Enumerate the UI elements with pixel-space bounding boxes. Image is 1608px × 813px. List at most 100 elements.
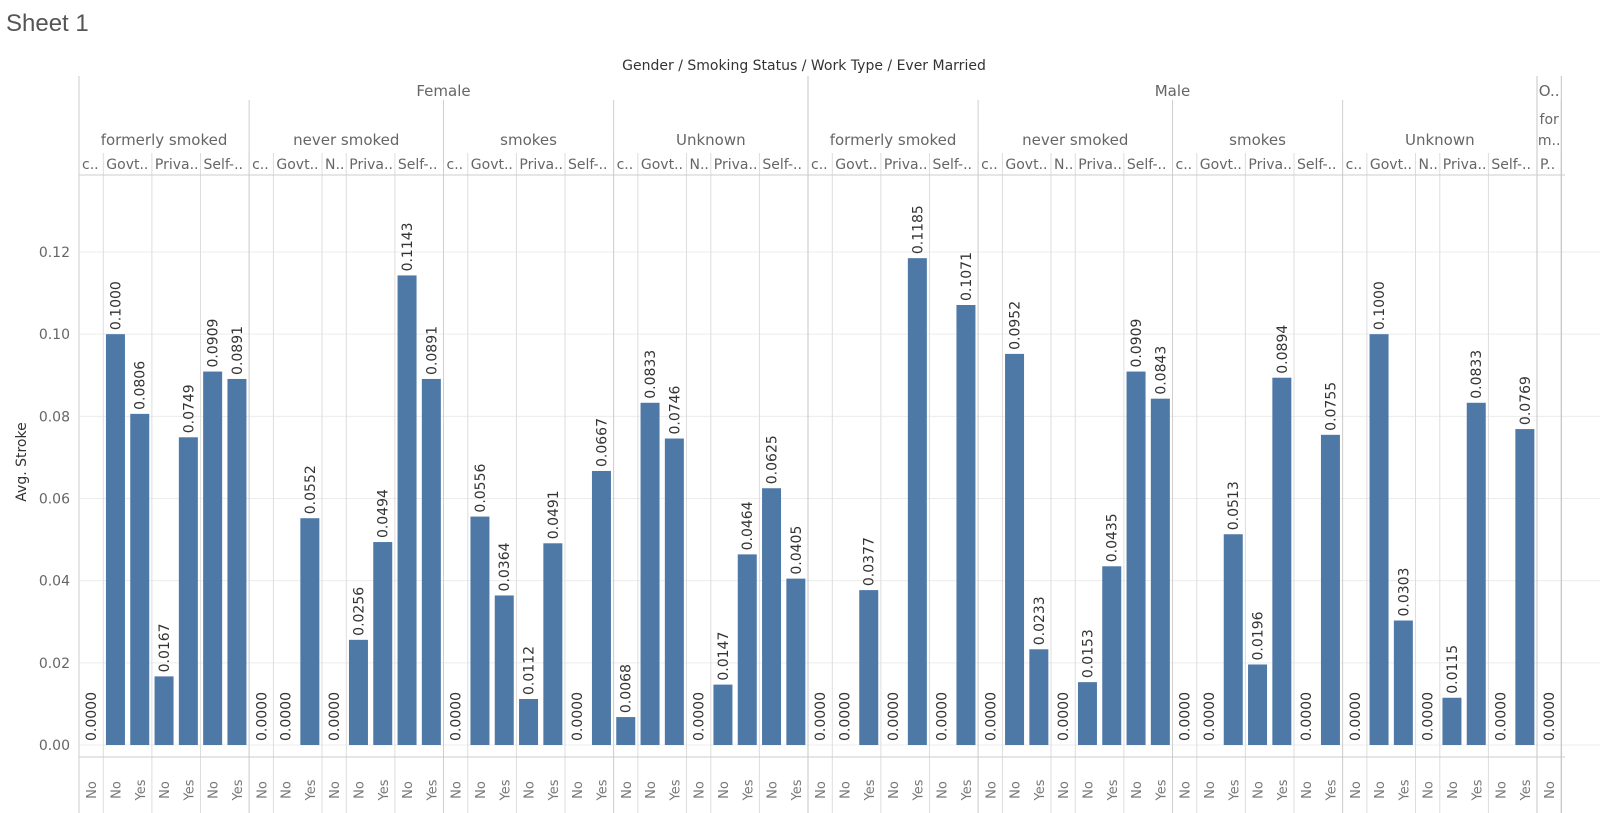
data-label: 0.0000 xyxy=(1299,692,1315,741)
work-type-label: Govt.. xyxy=(641,157,683,173)
bar xyxy=(1005,353,1025,745)
bar xyxy=(762,488,782,745)
married-label: No xyxy=(1446,781,1461,799)
work-type-label: Self-.. xyxy=(933,157,973,173)
bar xyxy=(154,676,174,745)
bar xyxy=(1515,429,1535,745)
married-label: No xyxy=(1252,781,1267,799)
data-label: 0.0556 xyxy=(473,463,489,512)
married-label: No xyxy=(838,781,853,799)
married-label: Yes xyxy=(595,779,610,801)
work-type-label: Priva.. xyxy=(714,157,758,173)
married-label: No xyxy=(1422,781,1437,799)
data-label: 0.0894 xyxy=(1275,325,1291,374)
married-label: Yes xyxy=(547,779,562,801)
bar xyxy=(616,717,636,745)
data-label: 0.0000 xyxy=(837,692,853,741)
work-type-label: Self-.. xyxy=(762,157,802,173)
married-label: No xyxy=(1495,781,1510,799)
married-label: Yes xyxy=(304,779,319,801)
data-label: 0.0000 xyxy=(449,692,465,741)
work-type-label: Priva.. xyxy=(884,157,928,173)
y-tick-label: 0.02 xyxy=(39,656,70,672)
work-type-label: Govt.. xyxy=(471,157,513,173)
married-label: Yes xyxy=(231,779,246,801)
data-label: 0.1071 xyxy=(959,252,975,301)
married-label: No xyxy=(717,781,732,799)
bar xyxy=(227,378,247,745)
married-label: Yes xyxy=(1227,779,1242,801)
bar xyxy=(956,304,976,745)
married-label: No xyxy=(474,781,489,799)
married-label: Yes xyxy=(863,779,878,801)
married-label: No xyxy=(1300,781,1315,799)
work-type-label: Self-.. xyxy=(1127,157,1167,173)
data-label: 0.0000 xyxy=(1178,692,1194,741)
sheet-title: Sheet 1 xyxy=(6,10,89,37)
data-label: 0.0405 xyxy=(789,526,805,575)
married-label: No xyxy=(1203,781,1218,799)
work-type-label: c.. xyxy=(1176,157,1193,173)
data-label: 0.0494 xyxy=(376,489,392,538)
married-label: No xyxy=(887,781,902,799)
data-label: 0.0000 xyxy=(279,692,295,741)
bar xyxy=(300,518,320,745)
married-label: Yes xyxy=(182,779,197,801)
data-label: 0.0147 xyxy=(716,632,732,681)
bar xyxy=(591,470,611,745)
bar xyxy=(470,516,490,745)
married-label: Yes xyxy=(134,779,149,801)
data-label: 0.0667 xyxy=(594,418,610,467)
data-label: 0.0153 xyxy=(1080,629,1096,678)
smoking-status-label: smokes xyxy=(500,131,557,149)
work-type-label: Self-.. xyxy=(1297,157,1337,173)
married-label: Yes xyxy=(377,779,392,801)
bar xyxy=(543,543,563,745)
data-label: 0.0068 xyxy=(619,664,635,713)
married-label: No xyxy=(1081,781,1096,799)
data-label: 0.0891 xyxy=(424,326,440,375)
data-label: 0.0952 xyxy=(1008,301,1024,350)
bar xyxy=(519,698,539,745)
married-label: No xyxy=(814,781,829,799)
gender-label: Male xyxy=(1155,82,1191,100)
data-label: 0.0000 xyxy=(570,692,586,741)
smoking-status-label: Unknown xyxy=(1405,131,1475,149)
bar xyxy=(1320,434,1340,745)
data-label: 0.0513 xyxy=(1226,481,1242,530)
data-label: 0.0755 xyxy=(1323,382,1339,431)
data-label: 0.0000 xyxy=(1056,692,1072,741)
data-label: 0.0000 xyxy=(1348,692,1364,741)
work-type-label: c.. xyxy=(617,157,634,173)
married-label: No xyxy=(693,781,708,799)
work-type-label: c.. xyxy=(252,157,269,173)
data-label: 0.0112 xyxy=(522,646,538,695)
data-label: 0.0000 xyxy=(813,692,829,741)
work-type-label: Priva.. xyxy=(349,157,393,173)
work-type-label: Priva.. xyxy=(155,157,199,173)
bar xyxy=(130,413,150,745)
data-label: 0.0491 xyxy=(546,490,562,539)
data-label: 0.1000 xyxy=(1372,281,1388,330)
married-label: No xyxy=(328,781,343,799)
data-label: 0.0435 xyxy=(1105,513,1121,562)
married-label: No xyxy=(450,781,465,799)
bar xyxy=(1029,649,1049,745)
married-label: No xyxy=(1543,781,1558,799)
bar xyxy=(178,437,198,745)
y-tick-label: 0.12 xyxy=(39,245,70,261)
data-label: 0.0749 xyxy=(181,384,197,433)
data-label: 0.0464 xyxy=(740,501,756,550)
y-tick-label: 0.06 xyxy=(39,492,70,508)
data-label: 0.1000 xyxy=(108,281,124,330)
married-label: No xyxy=(766,781,781,799)
data-label: 0.0000 xyxy=(1202,692,1218,741)
y-tick-label: 0.00 xyxy=(39,738,70,754)
data-label: 0.1185 xyxy=(910,205,926,254)
work-type-label: Govt.. xyxy=(1370,157,1412,173)
work-type-label: N.. xyxy=(1419,157,1438,173)
y-tick-label: 0.04 xyxy=(39,574,70,590)
married-label: No xyxy=(1179,781,1194,799)
married-label: No xyxy=(255,781,270,799)
